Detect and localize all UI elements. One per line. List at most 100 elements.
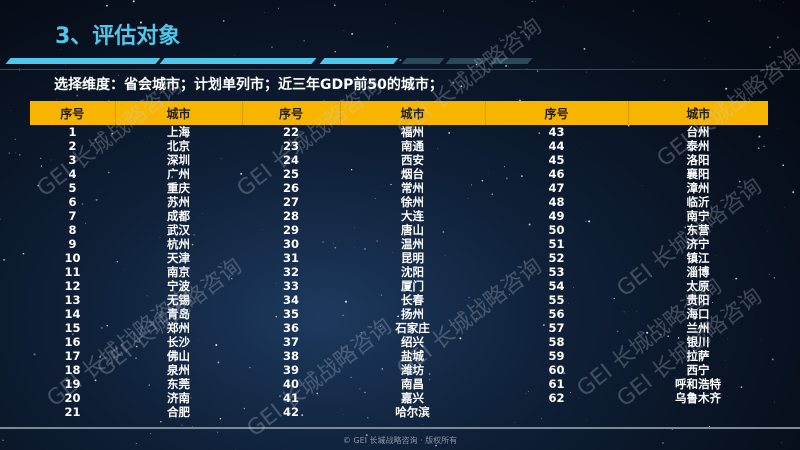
rank-cell: 17	[64, 349, 81, 363]
rank-cell: 9	[68, 237, 77, 251]
rank-cell: 45	[548, 153, 565, 167]
city-cell: 常州	[401, 181, 424, 195]
header-index: 序号	[485, 101, 629, 125]
rank-cell: 54	[548, 279, 565, 293]
rank-cell: 16	[64, 335, 81, 349]
rank-cell: 44	[548, 139, 565, 153]
city-cell: 杭州	[167, 237, 190, 251]
table-row: 3 深圳 24 西安 45 洛阳	[30, 153, 768, 167]
city-cell: 长春	[401, 293, 424, 307]
rank-cell: 55	[548, 293, 565, 307]
city-cell: 扬州	[401, 307, 424, 321]
rank-cell: 36	[282, 321, 299, 335]
rank-cell: 28	[282, 209, 299, 223]
rank-cell: 39	[282, 363, 299, 377]
city-cell: 温州	[401, 237, 424, 251]
city-cell: 镇江	[686, 251, 710, 265]
rank-cell: 6	[68, 195, 77, 209]
selection-criteria: 选择维度：省会城市；计划单列市；近三年GDP前50的城市；	[54, 77, 443, 93]
city-cell: 苏州	[167, 195, 190, 209]
table-row: 20 济南 41 嘉兴 62 乌鲁木齐	[30, 391, 768, 405]
rank-cell: 51	[548, 237, 565, 251]
city-cell: 南宁	[686, 209, 710, 223]
city-cell: 呼和浩特	[675, 377, 721, 391]
rank-cell: 37	[282, 335, 299, 349]
header-index: 序号	[242, 101, 341, 125]
rank-cell: 62	[548, 391, 565, 405]
rank-cell: 4	[68, 167, 77, 181]
table-row: 17 佛山 38 盐城 59 拉萨	[30, 349, 768, 363]
rank-cell: 10	[64, 251, 81, 265]
city-cell: 襄阳	[686, 167, 710, 181]
city-cell: 北京	[167, 139, 190, 153]
city-cell: 洛阳	[686, 153, 710, 167]
city-cell: 烟台	[401, 167, 424, 181]
rank-cell: 26	[282, 181, 299, 195]
rank-cell: 47	[548, 181, 565, 195]
city-cell: 唐山	[401, 223, 424, 237]
city-cell	[628, 405, 768, 419]
city-cell: 拉萨	[686, 349, 710, 363]
city-cell: 西安	[401, 153, 424, 167]
rank-cell: 13	[64, 293, 81, 307]
rank-cell: 38	[282, 349, 299, 363]
city-cell: 兰州	[686, 321, 710, 335]
city-cell: 嘉兴	[401, 391, 424, 405]
rank-cell: 59	[548, 349, 565, 363]
city-cell: 南昌	[401, 377, 424, 391]
divider	[0, 69, 800, 70]
header-index: 序号	[30, 101, 116, 125]
city-cell: 天津	[167, 251, 190, 265]
rank-cell: 5	[68, 181, 77, 195]
table-row: 14 青岛 35 扬州 56 海口	[30, 307, 768, 321]
rank-cell: 1	[68, 125, 77, 139]
rank-cell: 27	[282, 195, 299, 209]
city-cell: 徐州	[401, 195, 424, 209]
city-cell: 哈尔滨	[395, 405, 430, 419]
city-cell: 深圳	[167, 153, 190, 167]
city-cell: 昆明	[401, 251, 424, 265]
city-cell: 绍兴	[401, 335, 424, 349]
header-city: 城市	[686, 106, 711, 121]
city-cell: 厦门	[401, 279, 424, 293]
rank-cell: 12	[64, 279, 81, 293]
rank-cell: 23	[282, 139, 299, 153]
table-row: 12 宁波 33 厦门 54 太原	[30, 279, 768, 293]
rank-cell: 30	[282, 237, 299, 251]
city-cell: 长沙	[167, 335, 190, 349]
rank-cell: 32	[282, 265, 299, 279]
rank-cell: 58	[548, 335, 565, 349]
city-cell: 南京	[167, 265, 190, 279]
rank-cell: 11	[64, 265, 81, 279]
city-cell: 贵阳	[686, 293, 710, 307]
rank-cell: 7	[68, 209, 77, 223]
rank-cell: 50	[548, 223, 565, 237]
rank-cell: 40	[282, 377, 299, 391]
rank-cell: 25	[282, 167, 299, 181]
table-row: 13 无锡 34 长春 55 贵阳	[30, 293, 768, 307]
rank-cell: 60	[548, 363, 565, 377]
table-row: 9 杭州 30 温州 51 济宁	[30, 237, 768, 251]
footer-copyright: © GEI 长城战略咨询 · 版权所有	[342, 436, 458, 445]
page-title: 3、评估对象	[55, 24, 181, 49]
header-city: 城市	[340, 101, 486, 125]
city-cell: 潍坊	[401, 363, 424, 377]
city-cell: 福州	[401, 125, 424, 139]
city-cell: 济宁	[686, 237, 710, 251]
rank-cell: 31	[282, 251, 299, 265]
header-city: 城市	[115, 101, 243, 125]
city-cell: 广州	[167, 167, 190, 181]
table-row: 6 苏州 27 徐州 48 临沂	[30, 195, 768, 209]
rank-cell: 19	[64, 377, 81, 391]
city-cell: 银川	[686, 335, 710, 349]
city-cell: 重庆	[167, 181, 190, 195]
city-cell: 合肥	[167, 405, 190, 419]
city-cell: 青岛	[167, 307, 190, 321]
city-cell: 济南	[167, 391, 190, 405]
city-cell: 石家庄	[395, 321, 430, 335]
city-cell: 东莞	[167, 377, 190, 391]
city-cell: 台州	[686, 125, 710, 139]
rank-cell: 20	[64, 391, 81, 405]
rank-cell: 33	[282, 279, 299, 293]
city-cell: 大连	[401, 209, 424, 223]
